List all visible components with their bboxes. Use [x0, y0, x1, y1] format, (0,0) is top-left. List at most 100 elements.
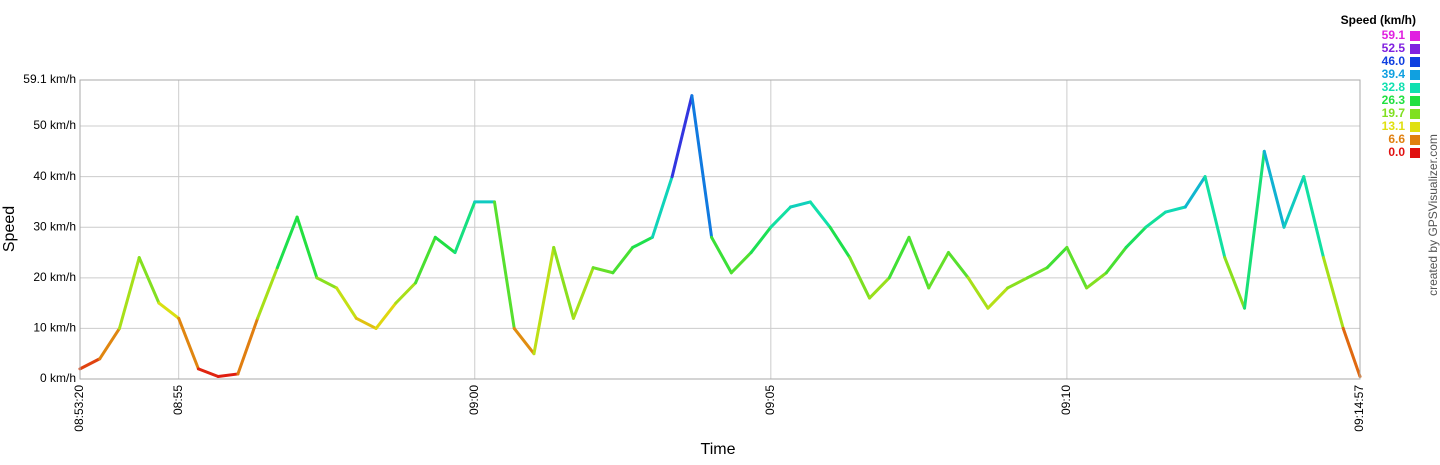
- speed-segment: [1104, 245, 1128, 275]
- speed-segment: [946, 251, 970, 280]
- speed-segment: [769, 205, 793, 229]
- speed-segment: [848, 256, 872, 300]
- legend-label: 6.6: [1388, 132, 1405, 146]
- speed-segment: [1341, 326, 1362, 378]
- speed-segment: [1302, 175, 1325, 260]
- legend-swatch: [1410, 57, 1420, 67]
- speed-segment: [1223, 256, 1247, 310]
- speed-segment: [453, 200, 477, 255]
- y-tick-label: 59.1 km/h: [23, 72, 76, 86]
- legend-label: 32.8: [1382, 80, 1406, 94]
- speed-segment: [907, 235, 931, 290]
- speed-segment: [492, 200, 516, 330]
- speed-segment: [631, 235, 654, 249]
- x-tick-label: 08:53:20: [72, 385, 86, 432]
- speed-segment: [690, 94, 714, 239]
- speed-segment: [394, 281, 418, 305]
- speed-segment: [433, 235, 457, 255]
- speed-segment: [986, 286, 1010, 310]
- speed-segment: [1164, 205, 1187, 214]
- legend-label: 19.7: [1382, 106, 1406, 120]
- speed-segment: [966, 276, 990, 310]
- speed-segment: [571, 266, 595, 320]
- legend-swatch: [1410, 122, 1420, 132]
- speed-segment: [1045, 245, 1069, 270]
- x-axis-title: Time: [701, 441, 736, 458]
- speed-segment: [808, 200, 832, 229]
- speed-segment: [828, 225, 852, 260]
- speed-segment: [275, 215, 299, 270]
- x-tick-label: 09:00: [467, 385, 481, 415]
- speed-segment: [1085, 271, 1108, 290]
- speed-segment: [512, 326, 536, 356]
- legend-swatch: [1410, 31, 1420, 41]
- speed-segment: [1025, 266, 1049, 280]
- speed-segment: [78, 357, 102, 371]
- speed-segment: [414, 235, 437, 285]
- legend-label: 52.5: [1382, 41, 1406, 55]
- speed-segment: [749, 225, 773, 255]
- speed-segment: [354, 316, 378, 330]
- speed-segment: [1183, 175, 1207, 209]
- speed-segment: [98, 326, 121, 361]
- legend-label: 13.1: [1382, 119, 1406, 133]
- speed-segment: [374, 301, 398, 330]
- legend-swatch: [1410, 83, 1420, 93]
- legend-swatch: [1410, 70, 1420, 80]
- speed-segment: [117, 256, 141, 330]
- y-tick-label: 50 km/h: [33, 118, 76, 132]
- speed-segment: [256, 266, 279, 320]
- speed-segment: [1262, 149, 1286, 229]
- speed-segment: [650, 175, 674, 239]
- speed-segment: [1282, 175, 1306, 229]
- speed-segment: [157, 301, 181, 320]
- speed-segment: [552, 245, 575, 320]
- speed-segment: [216, 372, 240, 378]
- y-tick-label: 10 km/h: [33, 321, 76, 335]
- speed-segment: [868, 276, 891, 300]
- speed-segment: [532, 245, 556, 356]
- y-axis-title: Speed: [1, 206, 18, 252]
- speed-segment: [335, 286, 358, 320]
- speed-segment: [1203, 175, 1227, 260]
- speed-segment: [1124, 225, 1148, 249]
- y-tick-label: 20 km/h: [33, 270, 76, 284]
- speed-segment: [1243, 149, 1266, 310]
- speed-segment: [1144, 210, 1168, 229]
- speed-segment: [1321, 256, 1345, 330]
- x-tick-label: 09:14:57: [1352, 385, 1366, 432]
- speed-segment: [611, 245, 635, 275]
- speed-segment: [295, 215, 319, 280]
- legend-label: 46.0: [1382, 54, 1406, 68]
- x-tick-label: 09:05: [763, 385, 777, 415]
- speed-segment: [1065, 245, 1089, 290]
- legend-swatch: [1410, 109, 1420, 119]
- legend-swatch: [1410, 135, 1420, 145]
- legend-label: 39.4: [1382, 67, 1406, 81]
- speed-segment: [236, 316, 260, 376]
- legend-swatch: [1410, 148, 1420, 158]
- legend-swatch: [1410, 44, 1420, 54]
- speed-segment: [789, 200, 812, 209]
- speed-segment: [887, 235, 911, 280]
- speed-segment: [591, 266, 615, 275]
- x-tick-label: 09:10: [1059, 385, 1073, 415]
- legend-label: 59.1: [1382, 28, 1406, 42]
- speed-segment: [670, 94, 694, 179]
- plot-frame: [79, 79, 1361, 380]
- speed-segment: [729, 251, 753, 275]
- y-tick-label: 30 km/h: [33, 219, 76, 233]
- speed-segment: [137, 256, 161, 305]
- speed-segment: [710, 235, 733, 275]
- legend-swatch: [1410, 96, 1420, 106]
- y-tick-label: 40 km/h: [33, 169, 76, 183]
- legend-title: Speed (km/h): [1341, 13, 1416, 27]
- legend-label: 0.0: [1388, 145, 1405, 159]
- speed-segment: [196, 367, 220, 378]
- speed-segment: [177, 316, 200, 371]
- legend-label: 26.3: [1382, 93, 1406, 107]
- speed-segment: [315, 276, 339, 290]
- x-tick-label: 08:55: [171, 385, 185, 415]
- credit: created by GPSVisualizer.com: [1426, 134, 1440, 296]
